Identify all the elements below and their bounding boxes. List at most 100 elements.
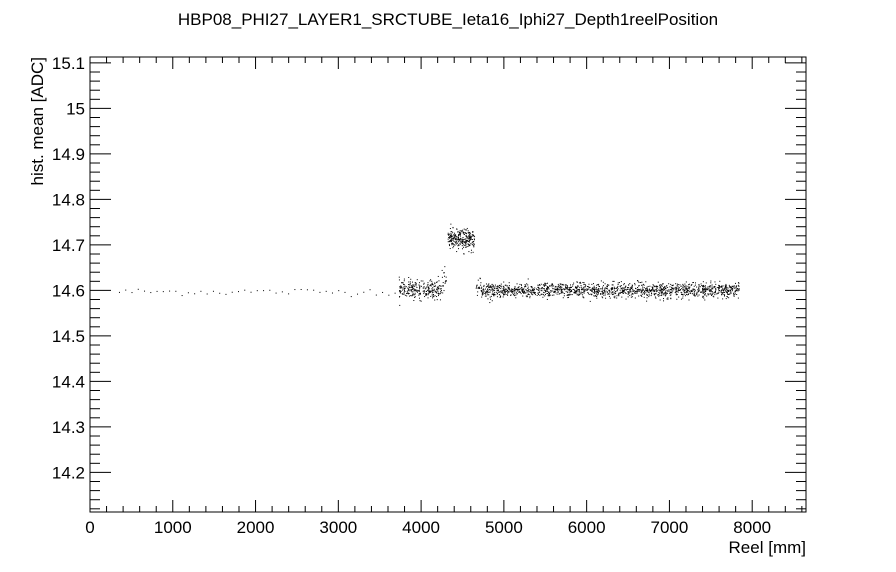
data-point bbox=[600, 280, 602, 282]
data-point bbox=[428, 289, 430, 291]
data-point bbox=[669, 286, 671, 288]
data-point bbox=[408, 293, 410, 294]
data-point bbox=[595, 288, 597, 290]
data-point bbox=[606, 287, 608, 289]
data-point bbox=[631, 286, 633, 288]
data-point bbox=[697, 291, 699, 293]
data-point bbox=[616, 297, 618, 299]
data-point bbox=[409, 289, 411, 291]
data-point bbox=[533, 289, 535, 291]
data-point bbox=[546, 286, 548, 288]
data-point bbox=[691, 291, 693, 293]
data-point bbox=[427, 286, 429, 288]
data-point bbox=[606, 292, 608, 294]
data-point bbox=[400, 287, 402, 289]
data-point bbox=[553, 292, 555, 294]
data-point bbox=[713, 296, 715, 298]
data-point bbox=[550, 291, 552, 293]
data-point bbox=[520, 293, 522, 295]
data-point bbox=[567, 291, 569, 293]
data-point bbox=[465, 239, 467, 241]
data-point bbox=[659, 287, 661, 289]
data-point bbox=[705, 289, 707, 291]
y-tick-label: 14.3 bbox=[52, 418, 85, 437]
data-point bbox=[400, 285, 402, 287]
data-point bbox=[449, 235, 451, 237]
data-point bbox=[458, 248, 460, 250]
data-point bbox=[663, 294, 665, 296]
data-point bbox=[459, 235, 461, 237]
data-point bbox=[518, 286, 520, 288]
data-point bbox=[528, 289, 530, 291]
data-point bbox=[728, 293, 730, 295]
data-point bbox=[696, 286, 698, 288]
data-point bbox=[559, 288, 561, 290]
data-point bbox=[469, 235, 471, 237]
data-point bbox=[514, 295, 516, 297]
data-point bbox=[675, 283, 677, 285]
data-point bbox=[671, 286, 673, 288]
data-point bbox=[551, 283, 553, 285]
data-point bbox=[635, 288, 637, 290]
data-point bbox=[423, 293, 425, 295]
data-point bbox=[709, 291, 711, 293]
data-point bbox=[534, 294, 536, 296]
data-point bbox=[451, 242, 453, 244]
data-point bbox=[702, 290, 704, 292]
data-point bbox=[547, 287, 549, 289]
data-point bbox=[476, 294, 478, 296]
data-point bbox=[502, 287, 504, 289]
data-point bbox=[621, 296, 623, 298]
data-point bbox=[720, 286, 722, 288]
data-point bbox=[455, 236, 457, 238]
data-point bbox=[704, 288, 706, 290]
data-point bbox=[439, 293, 441, 295]
data-point bbox=[634, 292, 636, 294]
data-point bbox=[711, 291, 713, 293]
data-point bbox=[539, 284, 541, 286]
data-point bbox=[449, 236, 451, 238]
data-point bbox=[455, 235, 457, 237]
data-point bbox=[609, 293, 611, 295]
data-point bbox=[414, 290, 416, 292]
data-point bbox=[544, 293, 546, 295]
data-point bbox=[556, 289, 558, 291]
data-point bbox=[529, 295, 531, 297]
data-point bbox=[582, 296, 584, 298]
data-point bbox=[708, 293, 710, 295]
data-point bbox=[596, 297, 598, 299]
data-point bbox=[468, 245, 470, 247]
data-point bbox=[497, 292, 498, 294]
data-point bbox=[493, 290, 495, 292]
x-tick-label: 6000 bbox=[568, 518, 606, 537]
data-point bbox=[503, 281, 505, 283]
data-point bbox=[616, 289, 618, 291]
data-point bbox=[403, 278, 405, 280]
data-points bbox=[118, 223, 740, 306]
data-point bbox=[688, 288, 690, 290]
data-point bbox=[520, 286, 522, 288]
data-point bbox=[411, 289, 413, 291]
data-point bbox=[415, 289, 417, 291]
data-point bbox=[504, 288, 506, 290]
data-point bbox=[441, 276, 443, 278]
data-point bbox=[695, 282, 697, 284]
data-point bbox=[478, 286, 480, 288]
x-tick-label: 8000 bbox=[733, 518, 771, 537]
data-point bbox=[543, 291, 545, 293]
data-point bbox=[607, 293, 609, 295]
data-point bbox=[410, 278, 412, 280]
data-point bbox=[663, 287, 665, 289]
data-point bbox=[442, 292, 444, 294]
data-point bbox=[672, 290, 674, 292]
data-point bbox=[577, 285, 579, 287]
data-point bbox=[668, 283, 670, 285]
data-point bbox=[281, 291, 283, 293]
data-point bbox=[432, 283, 434, 285]
data-point bbox=[705, 289, 707, 291]
data-point bbox=[494, 294, 496, 296]
data-point bbox=[560, 286, 562, 288]
data-point bbox=[468, 244, 470, 246]
data-point bbox=[449, 240, 451, 242]
data-point bbox=[609, 291, 611, 293]
